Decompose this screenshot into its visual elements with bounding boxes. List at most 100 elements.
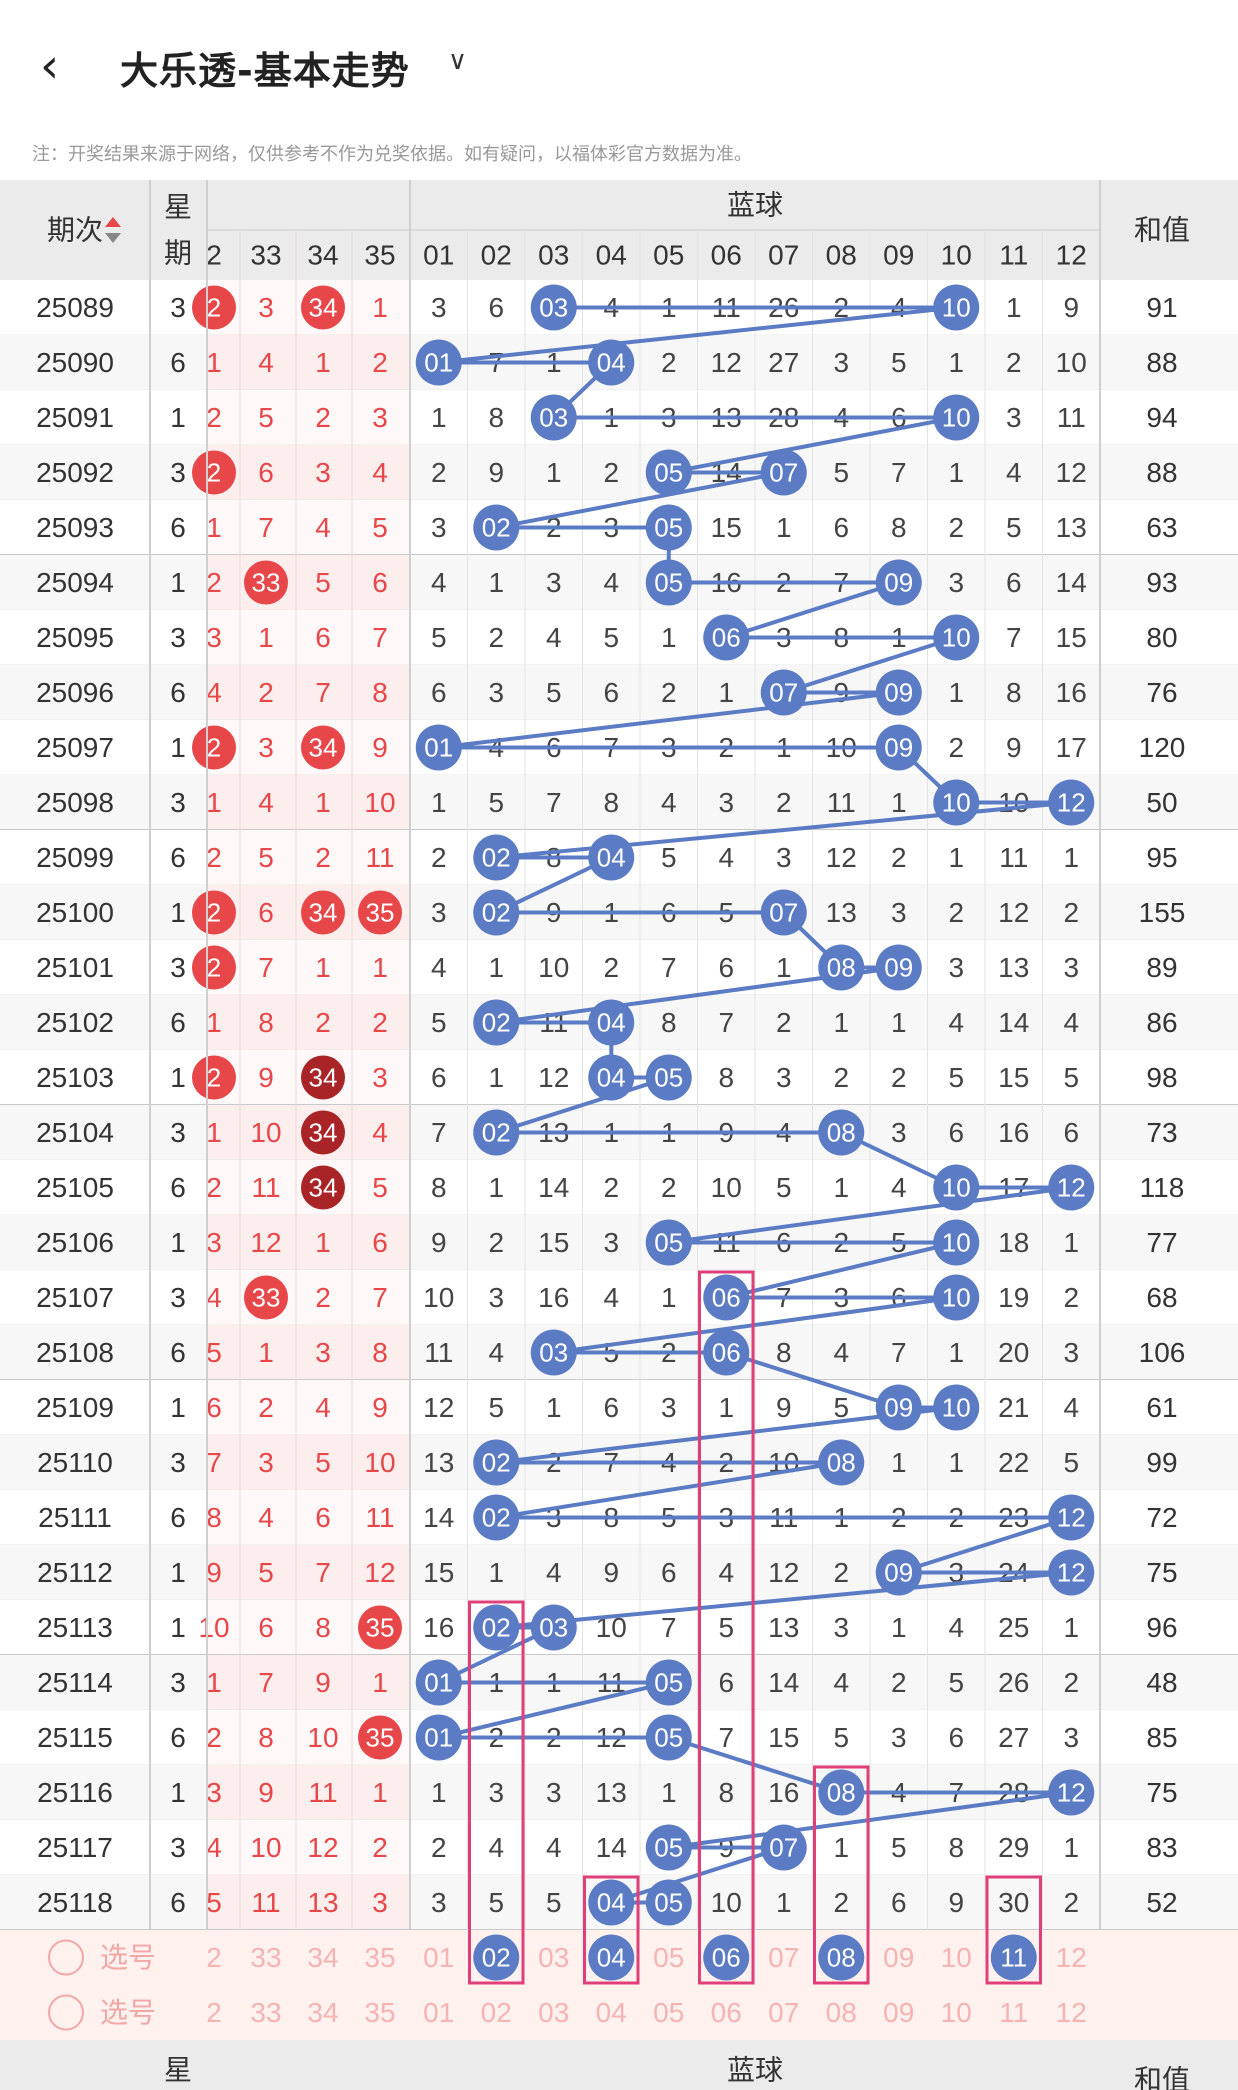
blue-ball — [645, 449, 692, 496]
front-miss-value: 4 — [315, 1392, 331, 1423]
blue-ball-number: 08 — [827, 1118, 856, 1148]
blue-ball — [933, 1274, 980, 1321]
blue-miss-value: 9 — [776, 1392, 792, 1423]
blue-ball-number: 07 — [769, 458, 798, 488]
selector-blue-option: 01 — [423, 1997, 454, 2028]
week-day: 6 — [170, 1007, 186, 1038]
week-day: 3 — [170, 457, 186, 488]
blue-miss-value: 3 — [891, 1117, 907, 1148]
front-ball-number: 2 — [207, 293, 221, 323]
blue-miss-value: 3 — [431, 512, 447, 543]
selector-blue-option: 07 — [768, 1997, 799, 2028]
selector-radio[interactable] — [48, 1939, 84, 1976]
blue-miss-value: 1 — [546, 1392, 562, 1423]
footer-header-bg — [0, 2040, 1238, 2090]
issue-number: 25107 — [36, 1282, 114, 1313]
blue-miss-value: 2 — [1063, 1667, 1079, 1698]
blue-miss-value: 1 — [776, 952, 792, 983]
blue-miss-value: 15 — [768, 1722, 799, 1753]
blue-miss-value: 9 — [488, 457, 504, 488]
front-zone-bg — [207, 775, 410, 830]
blue-ball — [473, 1604, 520, 1651]
blue-miss-value: 5 — [546, 677, 562, 708]
front-miss-value: 1 — [206, 1667, 222, 1698]
blue-miss-value: 14 — [596, 1832, 627, 1863]
header-blue-col: 09 — [883, 240, 914, 271]
blue-miss-value: 10 — [423, 1282, 454, 1313]
blue-ball-number: 06 — [712, 1338, 741, 1368]
issue-number: 25112 — [37, 1557, 113, 1588]
blue-ball — [473, 889, 520, 936]
front-miss-value: 4 — [372, 457, 388, 488]
blue-miss-value: 6 — [603, 677, 619, 708]
page-title[interactable]: 大乐透-基本走势 — [120, 49, 410, 93]
sort-down-icon[interactable] — [105, 233, 121, 243]
selected-blue-ball[interactable] — [990, 1934, 1037, 1981]
front-ball-number: 35 — [366, 1613, 395, 1643]
blue-ball — [933, 779, 980, 826]
front-miss-value: 5 — [372, 512, 388, 543]
blue-miss-value: 1 — [661, 1282, 677, 1313]
back-icon[interactable]: ‹ — [40, 38, 60, 94]
blue-miss-value: 3 — [1006, 402, 1022, 433]
front-miss-value: 9 — [372, 732, 388, 763]
blue-miss-value: 5 — [488, 1887, 504, 1918]
blue-ball-number: 09 — [884, 953, 913, 983]
blue-ball-number: 01 — [424, 733, 453, 763]
front-miss-value: 1 — [206, 787, 222, 818]
front-miss-value: 2 — [206, 402, 222, 433]
front-miss-value: 2 — [372, 1007, 388, 1038]
front-miss-value: 4 — [372, 1117, 388, 1148]
front-miss-value: 5 — [372, 1172, 388, 1203]
blue-miss-value: 4 — [1063, 1392, 1079, 1423]
blue-ball — [588, 834, 635, 881]
disclaimer-note: 注：开奖结果来源于网络，仅供参考不作为兑奖依据。如有疑问，以福体彩官方数据为准。 — [32, 144, 752, 165]
issue-number: 25105 — [36, 1172, 114, 1203]
front-miss-value: 3 — [258, 1447, 274, 1478]
selector-blue-option: 12 — [1056, 1942, 1087, 1973]
selected-blue-ball[interactable] — [473, 1934, 520, 1981]
blue-miss-value: 30 — [998, 1887, 1029, 1918]
sum-value: 94 — [1146, 402, 1177, 433]
week-day: 3 — [170, 1447, 186, 1478]
selected-blue-ball[interactable] — [818, 1934, 865, 1981]
selected-blue-ball[interactable] — [588, 1934, 635, 1981]
issue-number: 25101 — [36, 952, 114, 983]
blue-miss-value: 1 — [1006, 292, 1022, 323]
blue-ball — [875, 944, 922, 991]
front-ball-number: 33 — [252, 1283, 281, 1313]
front-ball — [301, 285, 345, 330]
header-front-col: 2 — [206, 240, 222, 271]
chevron-down-icon[interactable]: ∨ — [448, 46, 468, 76]
blue-miss-value: 2 — [488, 622, 504, 653]
issue-number: 25113 — [37, 1612, 113, 1643]
front-miss-value: 2 — [206, 567, 222, 598]
blue-miss-value: 3 — [776, 1062, 792, 1093]
blue-miss-value: 7 — [1006, 622, 1022, 653]
sort-up-icon[interactable] — [105, 217, 121, 227]
sum-value: 96 — [1146, 1612, 1177, 1643]
front-miss-value: 8 — [258, 1007, 274, 1038]
front-miss-value: 5 — [258, 402, 274, 433]
week-day: 1 — [170, 1777, 186, 1808]
front-miss-value: 5 — [315, 567, 331, 598]
blue-miss-value: 6 — [948, 1722, 964, 1753]
issue-number: 25116 — [37, 1777, 113, 1808]
blue-miss-value: 4 — [718, 1557, 734, 1588]
blue-ball-number: 08 — [827, 1448, 856, 1478]
header-blue-col: 05 — [653, 240, 684, 271]
week-day: 6 — [170, 512, 186, 543]
blue-miss-value: 9 — [603, 1557, 619, 1588]
blue-miss-value: 5 — [488, 787, 504, 818]
week-day: 1 — [170, 402, 186, 433]
front-ball — [358, 890, 402, 935]
blue-ball — [760, 1824, 807, 1871]
blue-ball — [645, 1879, 692, 1926]
selector-radio[interactable] — [48, 1994, 84, 2031]
sum-value: 93 — [1146, 567, 1177, 598]
front-miss-value: 2 — [315, 842, 331, 873]
selected-blue-ball[interactable] — [703, 1934, 750, 1981]
front-miss-value: 1 — [372, 952, 388, 983]
front-ball-number: 2 — [207, 898, 221, 928]
blue-ball — [645, 1054, 692, 1101]
